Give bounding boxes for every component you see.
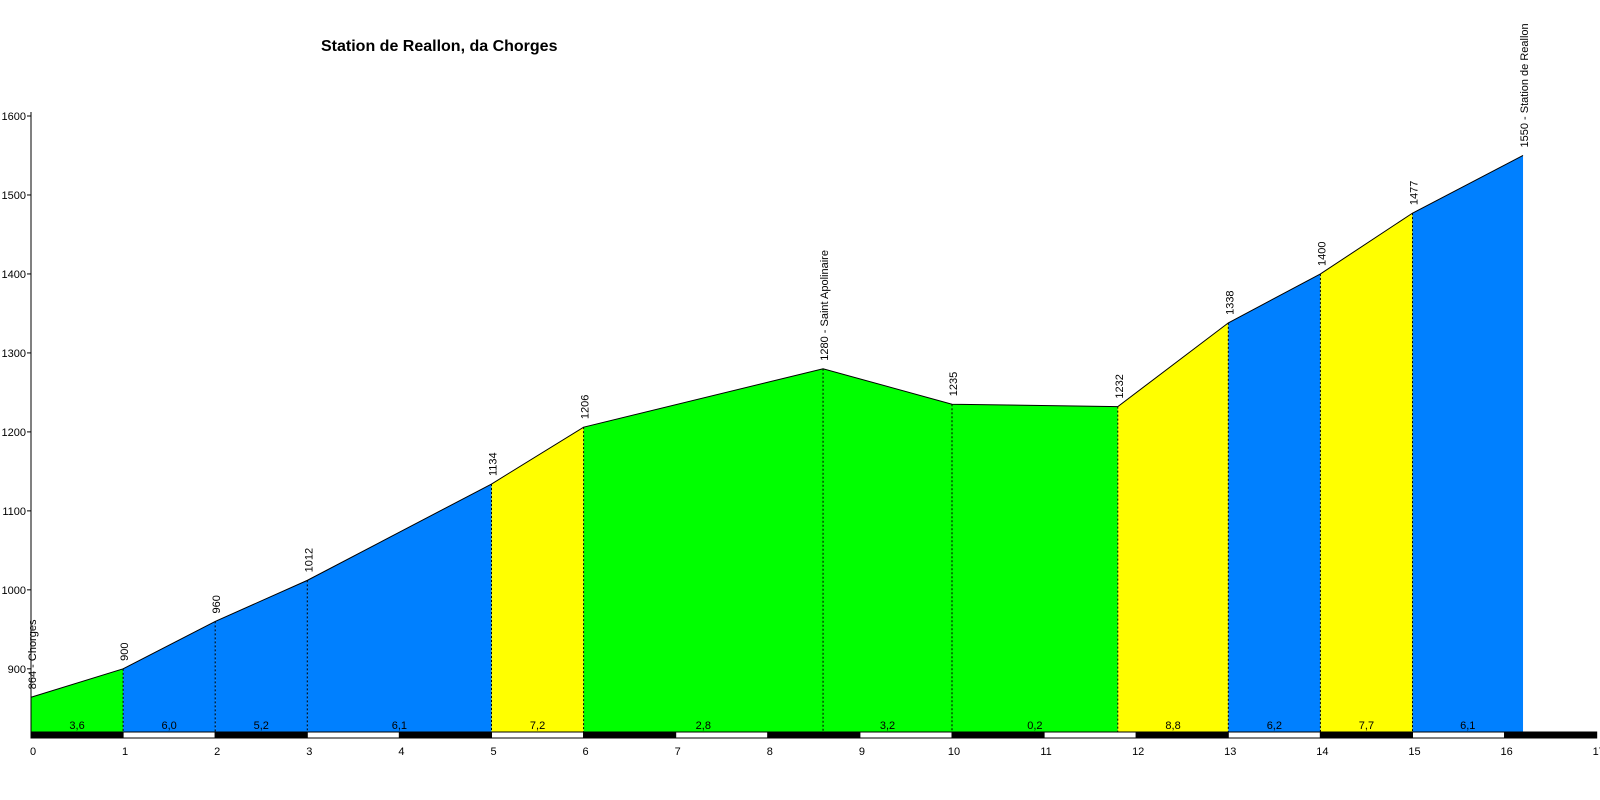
y-tick-label-1000: 1000: [2, 585, 26, 597]
km-bar-segment-16: [1504, 731, 1598, 739]
point-label-12: 1477: [1409, 181, 1421, 205]
km-bar-segment-1: [122, 731, 216, 739]
point-label-6: 1206: [580, 395, 592, 419]
point-label-13: 1550 - Station de Reallon: [1519, 23, 1531, 147]
gradient-label-1: 3,6: [69, 720, 84, 732]
y-tick-label-1500: 1500: [2, 190, 26, 202]
gradient-label-2: 6,0: [162, 720, 177, 732]
point-label-11: 1400: [1316, 241, 1328, 265]
x-tick-label-2: 2: [214, 746, 220, 758]
gradient-area-11: [1320, 213, 1413, 733]
point-label-2: 900: [119, 642, 131, 660]
y-tick-label-1100: 1100: [2, 506, 26, 518]
km-bar-segment-5: [491, 731, 585, 739]
x-tick-label-12: 12: [1132, 746, 1144, 758]
chart-title: Station de Reallon, da Chorges: [321, 38, 558, 55]
point-label-5: 1134: [488, 452, 500, 476]
gradient-label-10: 6,2: [1267, 720, 1282, 732]
y-tick-label-1600: 1600: [2, 111, 26, 123]
km-bar-segment-10: [951, 731, 1045, 739]
gradient-area-12: [1412, 155, 1524, 732]
gradient-areas: [31, 155, 1524, 733]
gradient-area-10: [1228, 273, 1321, 732]
x-tick-label-0: 0: [30, 746, 36, 758]
x-tick-label-17: 17: [1593, 746, 1600, 758]
gradient-area-2: [123, 621, 216, 732]
gradient-label-7: 3,2: [880, 720, 895, 732]
gradient-area-5: [491, 427, 584, 732]
km-bar-segment-6: [583, 731, 677, 739]
point-labels: 864 - Chorges 900 960 1012 1134 1206 1280 - Sa…: [27, 23, 1531, 689]
km-bar-segment-13: [1227, 731, 1321, 739]
gradient-area-3: [215, 580, 308, 732]
y-tick-label-1400: 1400: [2, 269, 26, 281]
km-bar-segment-12: [1135, 731, 1229, 739]
kilometer-bar: [30, 731, 1598, 739]
y-tick-label-1200: 1200: [2, 427, 26, 439]
x-tick-label-15: 15: [1408, 746, 1420, 758]
km-bar-segment-4: [398, 731, 492, 739]
x-tick-label-9: 9: [859, 746, 865, 758]
gradient-area-1: [31, 668, 124, 732]
km-bar-segment-3: [306, 731, 400, 739]
gradient-area-6: [583, 368, 824, 732]
x-tick-label-7: 7: [675, 746, 681, 758]
km-bar-segment-8: [767, 731, 861, 739]
profile-line: [30, 155, 1524, 698]
km-bar-segment-15: [1412, 731, 1506, 739]
gradient-area-4: [307, 484, 492, 732]
km-bar-segment-14: [1319, 731, 1414, 739]
point-label-7: 1280 - Saint Apolinaire: [819, 250, 831, 361]
profile-line-group: [30, 155, 1524, 698]
y-tick-label-1300: 1300: [2, 348, 26, 360]
x-tick-label-3: 3: [306, 746, 312, 758]
x-tick-label-6: 6: [583, 746, 589, 758]
gradient-area-7: [823, 368, 952, 732]
km-bar-segment-7: [675, 731, 769, 739]
point-label-1: 864 - Chorges: [27, 619, 39, 689]
x-tick-label-13: 13: [1224, 746, 1236, 758]
gradient-area-8: [952, 404, 1118, 732]
km-bar-segment-11: [1043, 731, 1137, 739]
y-tick-label-900: 900: [8, 664, 26, 676]
point-label-8: 1235: [948, 372, 960, 396]
x-tick-label-1: 1: [122, 746, 128, 758]
x-tick-label-5: 5: [490, 746, 496, 758]
km-bar-segment-9: [859, 731, 953, 739]
x-tick-label-11: 11: [1040, 746, 1051, 758]
point-label-9: 1232: [1114, 374, 1126, 398]
gradient-labels: 3,6 6,0 5,2 6,1 7,2 2,8 3,2 0,2 8,8 6,2 7,7 6,1: [69, 720, 1475, 732]
point-label-10: 1338: [1224, 290, 1236, 314]
point-label-3: 960: [211, 595, 223, 613]
gradient-label-3: 5,2: [254, 720, 269, 732]
point-label-4: 1012: [303, 548, 315, 572]
x-tick-label-8: 8: [767, 746, 773, 758]
x-tick-label-10: 10: [948, 746, 960, 758]
x-tick-label-14: 14: [1316, 746, 1328, 758]
gradient-label-6: 2,8: [696, 720, 711, 732]
gradient-label-11: 7,7: [1359, 720, 1374, 732]
gradient-area-9: [1117, 322, 1229, 732]
gradient-label-9: 8,8: [1165, 720, 1180, 732]
gradient-label-5: 7,2: [530, 720, 545, 732]
segment-dividers: [122, 213, 1413, 732]
gradient-label-4: 6,1: [392, 720, 407, 732]
x-tick-label-4: 4: [398, 746, 404, 758]
gradient-label-8: 0,2: [1027, 720, 1042, 732]
gradient-label-12: 6,1: [1460, 720, 1475, 732]
x-tick-label-16: 16: [1500, 746, 1512, 758]
km-bar-segment-0: [30, 731, 124, 739]
km-bar-segment-2: [214, 731, 308, 739]
